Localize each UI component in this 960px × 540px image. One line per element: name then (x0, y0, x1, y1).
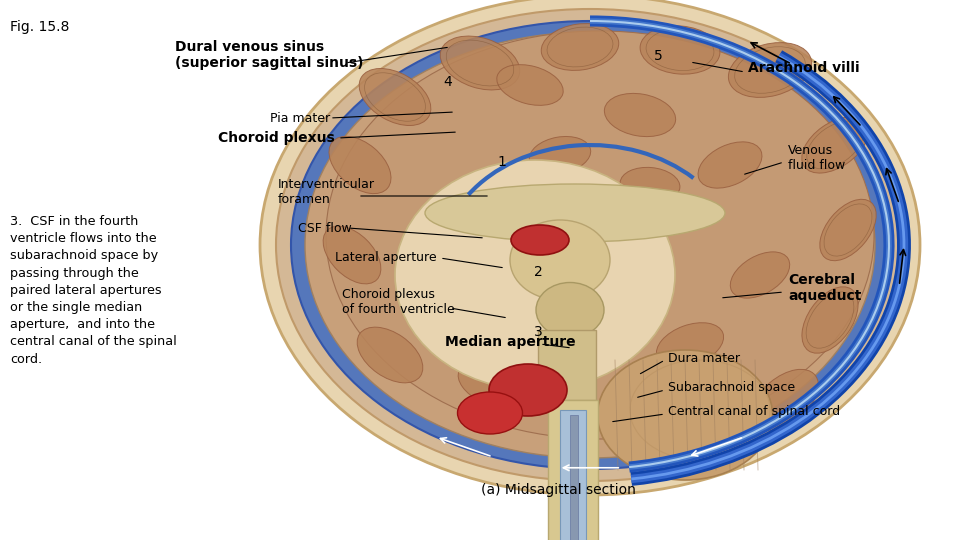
Ellipse shape (541, 24, 619, 70)
Text: 1: 1 (497, 155, 507, 169)
Ellipse shape (276, 9, 904, 481)
Ellipse shape (326, 31, 874, 439)
Text: Median aperture: Median aperture (445, 335, 576, 349)
Text: 3: 3 (534, 325, 542, 339)
Text: 3.  CSF in the fourth
ventricle flows into the
subarachnoid space by
passing thr: 3. CSF in the fourth ventricle flows int… (10, 215, 177, 366)
Bar (538, 330, 596, 400)
Text: Arachnoid villi: Arachnoid villi (748, 61, 859, 75)
Text: Dural venous sinus
(superior sagittal sinus): Dural venous sinus (superior sagittal si… (175, 40, 364, 70)
Text: 4: 4 (444, 75, 452, 89)
Text: (a) Midsagittal section: (a) Midsagittal section (481, 483, 636, 497)
Text: 2: 2 (534, 265, 542, 279)
Ellipse shape (605, 93, 676, 137)
Ellipse shape (329, 137, 391, 194)
Ellipse shape (510, 220, 610, 300)
Bar (548, 400, 598, 540)
Ellipse shape (441, 36, 519, 90)
Ellipse shape (458, 362, 522, 407)
Ellipse shape (357, 327, 422, 383)
Ellipse shape (752, 369, 818, 430)
Ellipse shape (529, 137, 590, 173)
Ellipse shape (260, 0, 920, 495)
Ellipse shape (820, 199, 876, 261)
Ellipse shape (657, 323, 724, 367)
Ellipse shape (597, 350, 773, 480)
Ellipse shape (511, 225, 569, 255)
Ellipse shape (496, 65, 564, 105)
Text: Dura mater: Dura mater (668, 352, 740, 365)
Ellipse shape (802, 287, 858, 353)
Ellipse shape (359, 69, 431, 125)
Ellipse shape (291, 21, 889, 469)
Ellipse shape (425, 184, 725, 242)
Text: Pia mater: Pia mater (270, 111, 330, 125)
Text: Choroid plexus: Choroid plexus (218, 131, 335, 145)
Ellipse shape (640, 26, 720, 74)
Bar (570, 415, 578, 540)
Ellipse shape (395, 160, 675, 390)
Ellipse shape (802, 117, 868, 173)
Ellipse shape (536, 282, 604, 338)
Ellipse shape (324, 226, 381, 284)
Text: CSF flow: CSF flow (298, 221, 351, 234)
Text: Fig. 15.8: Fig. 15.8 (10, 20, 69, 34)
Bar (560, 410, 586, 540)
Text: Central canal of spinal cord: Central canal of spinal cord (668, 406, 840, 419)
Text: Interventricular
foramen: Interventricular foramen (278, 178, 375, 206)
Text: Venous
fluid flow: Venous fluid flow (788, 144, 845, 172)
Text: Cerebral
aqueduct: Cerebral aqueduct (788, 273, 861, 303)
Text: Subarachnoid space: Subarachnoid space (668, 381, 795, 395)
Ellipse shape (698, 142, 762, 188)
Ellipse shape (729, 43, 811, 97)
Text: 5: 5 (654, 49, 662, 63)
Text: Choroid plexus
of fourth ventricle: Choroid plexus of fourth ventricle (342, 288, 455, 316)
Ellipse shape (305, 32, 875, 458)
Ellipse shape (620, 167, 680, 202)
Ellipse shape (489, 364, 567, 416)
Ellipse shape (731, 252, 790, 298)
Ellipse shape (458, 392, 522, 434)
Text: Lateral aperture: Lateral aperture (335, 252, 437, 265)
